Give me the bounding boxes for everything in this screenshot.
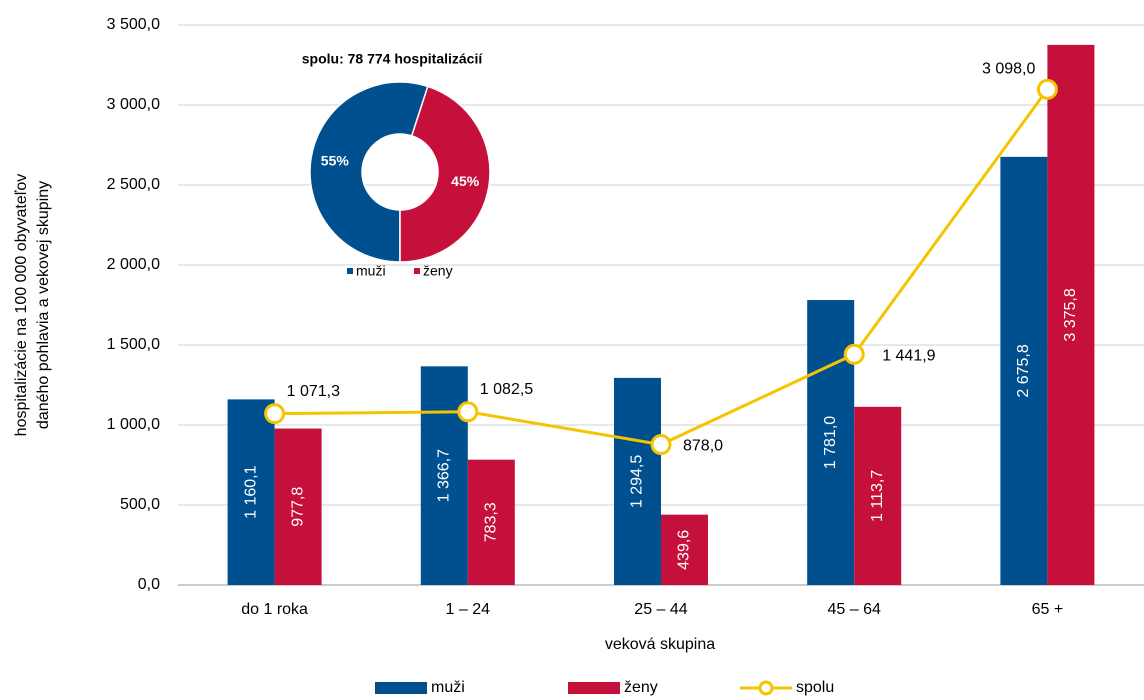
bar-value-label: 977,8 <box>289 487 306 527</box>
bar-value-label: 1 781,0 <box>822 416 839 469</box>
legend-swatch <box>758 680 774 696</box>
line-value-label: 3 098,0 <box>982 61 1035 78</box>
bar <box>274 428 322 585</box>
y-tick-label: 2 500,0 <box>107 176 160 193</box>
line-marker <box>843 343 865 365</box>
y-tick-label: 0,0 <box>138 576 160 593</box>
legend-swatch <box>568 682 620 694</box>
bar <box>1047 44 1095 585</box>
pie-title: spolu: 78 774 hospitalizácií <box>302 51 484 67</box>
line-marker <box>264 403 286 425</box>
bar <box>420 366 468 585</box>
bar-value-label: 2 675,8 <box>1015 344 1032 397</box>
pie-legend-swatch <box>347 268 353 274</box>
pie-value-label: 45% <box>451 173 480 189</box>
y-tick-label: 3 500,0 <box>107 16 160 33</box>
y-tick-label: 1 500,0 <box>107 336 160 353</box>
pie-slice <box>399 85 491 263</box>
pie-legend-label: muži <box>356 263 386 279</box>
bar-value-label: 783,3 <box>483 502 500 542</box>
bar <box>661 514 708 585</box>
bar <box>467 459 515 585</box>
line-marker <box>1036 78 1058 100</box>
legend-swatch <box>375 682 427 694</box>
legend-label: muži <box>431 679 465 696</box>
x-tick-label: 1 – 24 <box>446 601 491 618</box>
pie-legend-swatch <box>414 268 420 274</box>
line-value-label: 1 071,3 <box>287 383 340 400</box>
x-tick-label: do 1 roka <box>241 601 308 618</box>
line-value-label: 1 082,5 <box>480 381 533 398</box>
x-tick-label: 45 – 64 <box>828 601 881 618</box>
bar-value-label: 1 160,1 <box>242 465 259 518</box>
y-tick-label: 2 000,0 <box>107 256 160 273</box>
pie-legend-label: ženy <box>423 263 453 279</box>
y-tick-label: 3 000,0 <box>107 96 160 113</box>
x-tick-label: 65 + <box>1032 601 1064 618</box>
bar <box>614 377 661 585</box>
line-value-label: 878,0 <box>683 438 723 455</box>
y-tick-label: 500,0 <box>120 496 160 513</box>
legend-label: ženy <box>624 679 658 696</box>
pie-value-label: 55% <box>321 152 350 168</box>
bar-value-label: 439,6 <box>676 530 693 570</box>
y-tick-label: 1 000,0 <box>107 416 160 433</box>
x-axis-label: veková skupina <box>605 636 715 653</box>
bar <box>854 406 902 585</box>
y-axis-label: daného pohlavia a vekovej skupiny <box>35 181 52 429</box>
bar-value-label: 1 294,5 <box>629 455 646 508</box>
bar <box>1000 156 1048 585</box>
line-marker <box>457 401 479 423</box>
bar-value-label: 3 375,8 <box>1062 288 1079 341</box>
line-marker <box>650 434 672 456</box>
bar <box>227 399 275 585</box>
pie-slice <box>309 81 429 263</box>
bar-value-label: 1 366,7 <box>436 449 453 502</box>
bar-value-label: 1 113,7 <box>869 470 886 522</box>
line-value-label: 1 441,9 <box>882 348 935 365</box>
x-tick-label: 25 – 44 <box>634 601 687 618</box>
y-axis-label: hospitalizácie na 100 000 obyvateľov <box>13 174 30 437</box>
legend-label: spolu <box>796 679 834 696</box>
